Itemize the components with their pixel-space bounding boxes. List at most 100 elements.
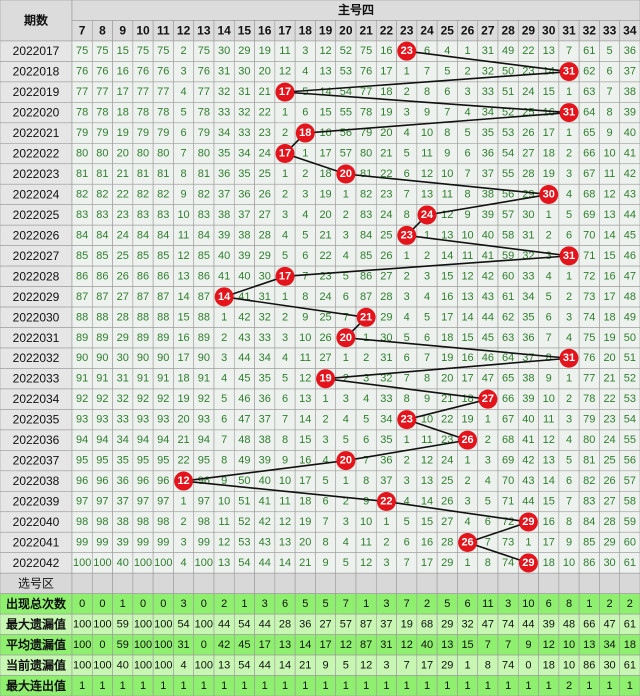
omission-value: 5 bbox=[607, 45, 613, 57]
omission-value: 27 bbox=[522, 148, 534, 160]
stat-value: 1 bbox=[323, 680, 329, 692]
column-number: 22 bbox=[380, 24, 394, 38]
stat-value: 2 bbox=[627, 598, 633, 610]
omission-value: 66 bbox=[502, 393, 514, 405]
stat-value: 2 bbox=[566, 680, 572, 692]
omission-value: 8 bbox=[221, 455, 227, 467]
stat-value: 57 bbox=[340, 618, 352, 630]
hit-ball bbox=[295, 123, 315, 143]
omission-value: 82 bbox=[96, 188, 108, 200]
omission-value: 12 bbox=[603, 188, 615, 200]
omission-value: 28 bbox=[441, 536, 453, 548]
omission-value: 17 bbox=[299, 475, 311, 487]
omission-value: 39 bbox=[218, 229, 230, 241]
omission-value: 82 bbox=[198, 188, 210, 200]
omission-value: 26 bbox=[603, 475, 615, 487]
omission-value: 1 bbox=[566, 127, 572, 139]
omission-value: 28 bbox=[522, 168, 534, 180]
omission-value: 37 bbox=[218, 188, 230, 200]
stat-value: 36 bbox=[299, 618, 311, 630]
omission-value: 100 bbox=[73, 557, 91, 569]
omission-value: 75 bbox=[157, 45, 169, 57]
omission-value: 9 bbox=[282, 455, 288, 467]
omission-value: 98 bbox=[76, 516, 88, 528]
omission-value: 42 bbox=[522, 455, 534, 467]
omission-value: 85 bbox=[360, 250, 372, 262]
omission-value: 24 bbox=[259, 148, 271, 160]
omission-value: 93 bbox=[76, 414, 88, 426]
omission-value: 61 bbox=[583, 45, 595, 57]
omission-value: 43 bbox=[238, 332, 250, 344]
column-number: 8 bbox=[99, 24, 106, 38]
omission-value: 3 bbox=[404, 107, 410, 119]
omission-value: 57 bbox=[502, 209, 514, 221]
omission-value: 29 bbox=[441, 557, 453, 569]
select-cell bbox=[477, 572, 499, 594]
stat-label: 出现总次数 bbox=[6, 596, 67, 611]
omission-value: 17 bbox=[603, 291, 615, 303]
omission-value: 7 bbox=[404, 557, 410, 569]
omission-value: 33 bbox=[218, 107, 230, 119]
period: 2022028 bbox=[13, 269, 60, 283]
period: 2022038 bbox=[13, 474, 60, 488]
omission-value: 2 bbox=[282, 127, 288, 139]
omission-value: 59 bbox=[624, 516, 636, 528]
stat-value: 34 bbox=[603, 639, 615, 651]
stat-value: 100 bbox=[195, 618, 213, 630]
omission-value: 14 bbox=[543, 66, 555, 78]
omission-value: 88 bbox=[76, 311, 88, 323]
hit-ball bbox=[417, 205, 437, 225]
omission-value: 22 bbox=[117, 188, 129, 200]
stat-value: 1 bbox=[607, 680, 613, 692]
omission-value: 18 bbox=[543, 148, 555, 160]
period: 2022019 bbox=[13, 85, 60, 99]
omission-value: 1 bbox=[404, 66, 410, 78]
stat-value: 2 bbox=[424, 598, 430, 610]
omission-value: 9 bbox=[363, 496, 369, 508]
omission-value: 58 bbox=[502, 229, 514, 241]
hit-number: 19 bbox=[319, 373, 331, 385]
stat-value: 59 bbox=[117, 618, 129, 630]
omission-value: 83 bbox=[76, 209, 88, 221]
omission-value: 79 bbox=[360, 127, 372, 139]
omission-value: 3 bbox=[282, 209, 288, 221]
omission-value: 4 bbox=[302, 66, 308, 78]
omission-value: 92 bbox=[96, 393, 108, 405]
omission-value: 42 bbox=[624, 168, 636, 180]
omission-value: 75 bbox=[583, 332, 595, 344]
stat-value: 44 bbox=[218, 618, 230, 630]
omission-value: 2 bbox=[404, 270, 410, 282]
omission-value: 52 bbox=[624, 373, 636, 385]
period: 2022027 bbox=[13, 249, 60, 263]
select-cell bbox=[112, 572, 134, 594]
omission-value: 79 bbox=[96, 127, 108, 139]
omission-value: 31 bbox=[380, 352, 392, 364]
omission-value: 9 bbox=[424, 393, 430, 405]
period: 2022036 bbox=[13, 433, 60, 447]
omission-value: 83 bbox=[198, 209, 210, 221]
omission-value: 20 bbox=[117, 148, 129, 160]
period: 2022041 bbox=[13, 535, 60, 549]
omission-value: 15 bbox=[603, 250, 615, 262]
omission-value: 8 bbox=[444, 127, 450, 139]
omission-value: 84 bbox=[96, 229, 108, 241]
omission-value: 86 bbox=[76, 270, 88, 282]
stat-value: 1 bbox=[465, 659, 471, 671]
omission-value: 4 bbox=[181, 557, 187, 569]
column-number: 20 bbox=[339, 24, 353, 38]
omission-value: 40 bbox=[218, 250, 230, 262]
omission-value: 37 bbox=[238, 209, 250, 221]
omission-value: 12 bbox=[177, 250, 189, 262]
omission-value: 31 bbox=[259, 291, 271, 303]
omission-value: 85 bbox=[157, 250, 169, 262]
omission-value: 97 bbox=[96, 496, 108, 508]
omission-value: 18 bbox=[380, 86, 392, 98]
omission-value: 91 bbox=[137, 373, 149, 385]
hit-ball bbox=[376, 492, 396, 512]
omission-value: 26 bbox=[441, 496, 453, 508]
omission-value: 22 bbox=[319, 250, 331, 262]
omission-value: 18 bbox=[117, 107, 129, 119]
column-number: 23 bbox=[400, 24, 414, 38]
omission-value: 9 bbox=[465, 209, 471, 221]
omission-value: 6 bbox=[444, 86, 450, 98]
